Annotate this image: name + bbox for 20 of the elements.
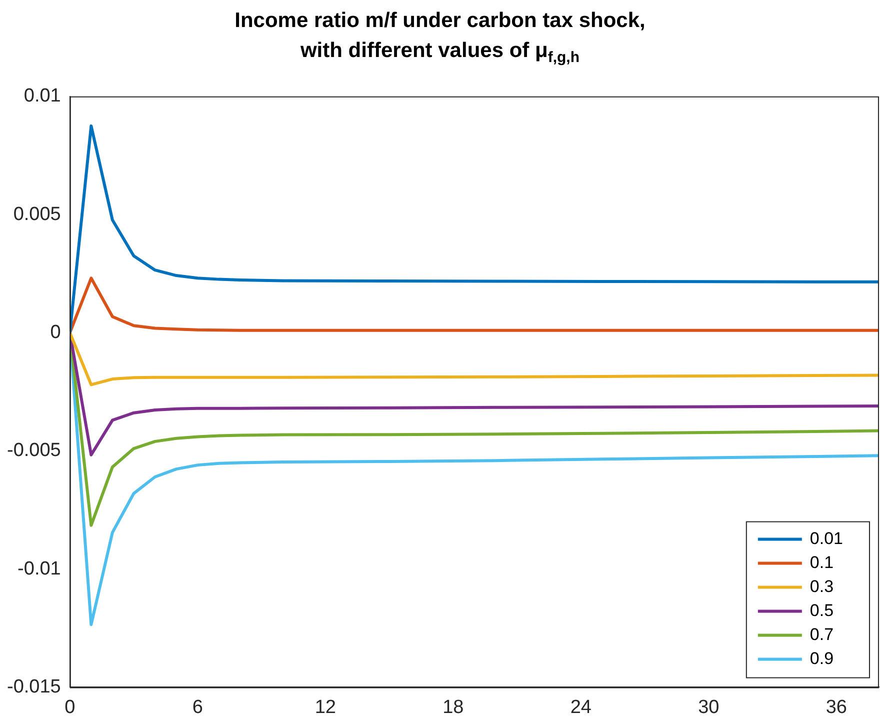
y-tick-label: -0.005 xyxy=(7,440,61,462)
x-tick-label: 36 xyxy=(826,696,847,718)
x-tick-label: 24 xyxy=(570,696,592,718)
y-tick-label: -0.015 xyxy=(7,676,61,698)
x-tick-label: 6 xyxy=(192,696,203,718)
y-tick-label: 0.01 xyxy=(24,86,61,107)
legend-label: 0.7 xyxy=(810,624,834,644)
y-tick-label: 0 xyxy=(50,322,61,343)
legend-label: 0.5 xyxy=(810,600,834,620)
y-tick-label: 0.005 xyxy=(13,204,61,225)
legend-label: 0.3 xyxy=(810,576,834,596)
legend-label: 0.9 xyxy=(810,648,834,668)
x-tick-label: 18 xyxy=(442,696,464,718)
x-tick-label: 12 xyxy=(314,696,336,718)
y-tick-label: -0.01 xyxy=(18,558,61,580)
chart-title: Income ratio m/f under carbon tax shock, with different values of μ$_{f,g,h}$ xyxy=(234,8,646,68)
legend-label: 0.01 xyxy=(810,528,844,548)
legend-label: 0.1 xyxy=(810,552,834,572)
x-tick-label: 0 xyxy=(64,696,76,718)
x-tick-label: 30 xyxy=(698,696,720,718)
